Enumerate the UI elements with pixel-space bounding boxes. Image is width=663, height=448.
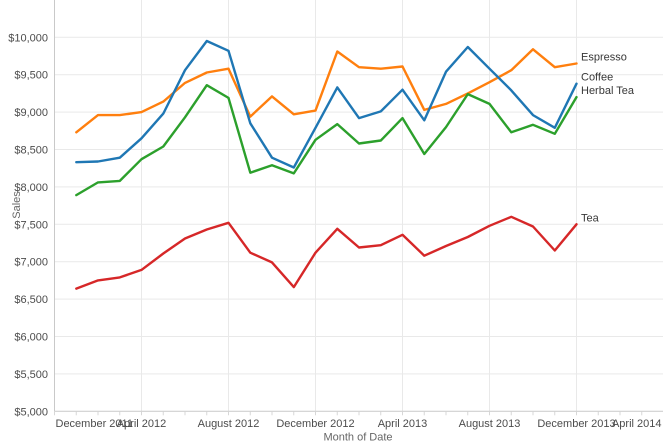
axis-lines [54, 0, 663, 412]
series-label-herbal-tea: Herbal Tea [581, 85, 635, 97]
series-label-tea: Tea [581, 212, 600, 224]
series-line-coffee [75, 39, 578, 169]
x-axis-month-ticks [54, 411, 643, 416]
y-tick-labels: $5,000 $5,500 $6,000 $6,500 $7,000 $7,500 $8,0… [8, 32, 48, 418]
y-tick-label: $10,000 [8, 32, 48, 44]
series-lines [75, 39, 578, 290]
y-axis-title: Sales [11, 191, 23, 219]
series-line-herbal-tea [75, 83, 578, 197]
y-tick-label: $9,500 [14, 70, 48, 82]
y-tick-label: $9,000 [14, 107, 48, 119]
y-tick-label: $5,500 [14, 369, 48, 381]
x-tick-label: April 2013 [378, 418, 428, 430]
series-label-coffee: Coffee [581, 72, 613, 84]
x-tick-label: August 2012 [198, 418, 260, 430]
x-tick-label: December 2011 [56, 418, 133, 430]
y-tick-label: $8,000 [14, 182, 48, 194]
gridlines [54, 0, 663, 412]
x-tick-label: April 2012 [117, 418, 167, 430]
series-label-espresso: Espresso [581, 51, 627, 63]
series-line-espresso [75, 48, 578, 134]
x-axis-title: Month of Date [323, 432, 392, 444]
x-tick-label: August 2013 [459, 418, 521, 430]
y-tick-label: $7,500 [14, 219, 48, 231]
x-tick-label: April 2014 [612, 418, 662, 430]
y-tick-label: $6,500 [14, 294, 48, 306]
y-tick-label: $6,000 [14, 332, 48, 344]
y-tick-label: $8,500 [14, 145, 48, 157]
y-tick-label: $7,000 [14, 257, 48, 269]
y-tick-label: $5,000 [14, 406, 48, 418]
x-tick-label: December 2013 [537, 418, 615, 430]
series-line-tea [75, 215, 578, 290]
x-tick-label: December 2012 [276, 418, 354, 430]
